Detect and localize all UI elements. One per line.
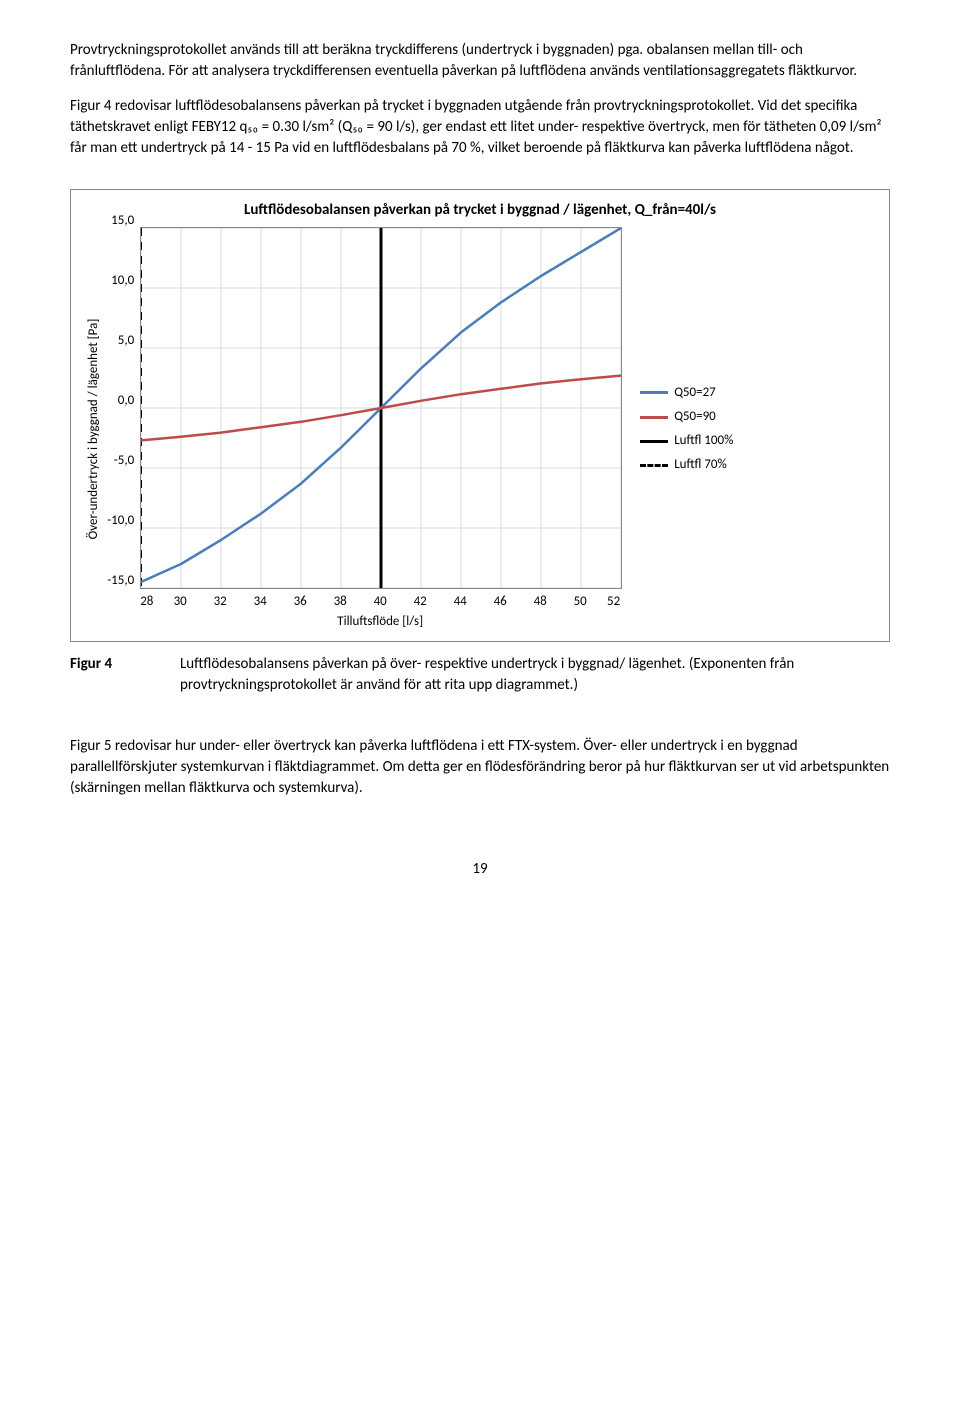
legend-item: Luftfl 100% (640, 432, 733, 450)
paragraph-2: Figur 4 redovisar luftflödesobalansens p… (70, 96, 890, 159)
legend-item: Q50=27 (640, 384, 733, 402)
page-number: 19 (70, 859, 890, 880)
legend-item: Q50=90 (640, 408, 733, 426)
chart-title: Luftflödesobalansen påverkan på trycket … (81, 200, 879, 221)
chart-container: Luftflödesobalansen påverkan på trycket … (70, 189, 890, 642)
chart-xlabel: Tilluftsflöde [l/s] (140, 613, 620, 631)
figure-caption-label: Figur 4 (70, 654, 180, 696)
paragraph-1: Provtryckningsprotokollet används till a… (70, 40, 890, 82)
legend-item: Luftfl 70% (640, 456, 733, 474)
chart-xticks: 28303234363840424446485052 (140, 593, 620, 611)
chart-ylabel: Över-undertryck i byggnad / lägenhet [Pa… (81, 227, 107, 631)
figure-caption: Figur 4 Luftflödesobalansens påverkan på… (70, 654, 890, 696)
paragraph-3: Figur 5 redovisar hur under- eller övert… (70, 736, 890, 799)
chart-plot (140, 227, 622, 589)
figure-caption-text: Luftflödesobalansens påverkan på över- r… (180, 654, 890, 696)
chart-yticks: 15,010,05,00,0-5,0-10,0-15,0 (107, 227, 140, 587)
chart-legend: Q50=27 Q50=90 Luftfl 100% Luftfl 70% (622, 227, 733, 631)
